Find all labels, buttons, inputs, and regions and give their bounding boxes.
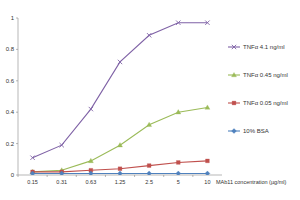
point (60, 143, 64, 147)
point (147, 33, 151, 37)
x-tick-label: 10 (204, 179, 210, 185)
point (147, 164, 151, 168)
point (206, 159, 210, 163)
y-tick-label: 0.6 (6, 78, 15, 84)
legend-marker (232, 101, 236, 105)
y-tick-label: 0.8 (6, 46, 15, 52)
point (147, 122, 152, 126)
x-tick (192, 175, 193, 177)
legend-marker (232, 129, 237, 134)
legend-label: TNFα 0.05 ng/ml (243, 100, 288, 106)
legend-marker (232, 72, 237, 76)
y-axis (18, 18, 19, 175)
y-tick-label: 0 (11, 172, 15, 178)
point (176, 21, 180, 25)
series-line (33, 161, 208, 172)
legend-label: TNFα 4.1 ng/ml (243, 44, 284, 50)
point (118, 143, 123, 147)
x-tick-label: 0.15 (27, 179, 38, 185)
x-axis-label: MAb11 concentration (µg/ml) (216, 179, 286, 185)
point (118, 167, 122, 171)
point (30, 171, 35, 175)
y-tick-label: 0.4 (6, 109, 15, 115)
x-tick-label: 0.31 (56, 179, 67, 185)
plot-area (30, 21, 210, 175)
y-tick-label: 0.2 (6, 141, 15, 147)
series-line (33, 23, 208, 158)
point (176, 110, 181, 114)
point (118, 171, 123, 175)
point (88, 158, 93, 162)
point (59, 171, 64, 175)
point (88, 171, 93, 175)
legend-marker (232, 45, 236, 49)
point (89, 107, 93, 111)
x-tick-label: 5 (177, 179, 180, 185)
x-tick-label: 1.25 (115, 179, 126, 185)
x-tick-label: 2.5 (145, 179, 153, 185)
x-tick (18, 175, 19, 177)
x-tick (47, 175, 48, 177)
chart: 0 0.2 0.4 0.6 0.8 1 0.15 0.31 0.63 1.25 2.5 5 10 MAb1… (0, 0, 300, 200)
point (205, 171, 210, 175)
x-tick-label: 0.63 (85, 179, 96, 185)
point (205, 21, 209, 25)
x-tick (163, 175, 164, 177)
series-line (33, 107, 208, 171)
point (118, 60, 122, 64)
point (205, 105, 210, 109)
legend-label: 10% BSA (243, 128, 269, 134)
legend-label: TNFα 0.45 ng/ml (243, 72, 288, 78)
point (176, 171, 181, 175)
point (30, 156, 34, 160)
y-tick-label: 1 (11, 15, 15, 21)
x-tick (134, 175, 135, 177)
point (176, 161, 180, 165)
x-tick (105, 175, 106, 177)
legend: TNFα 4.1 ng/ml TNFα 0.45 ng/ml TNFα 0.05 n… (228, 44, 288, 134)
x-tick (76, 175, 77, 177)
point (147, 171, 152, 175)
